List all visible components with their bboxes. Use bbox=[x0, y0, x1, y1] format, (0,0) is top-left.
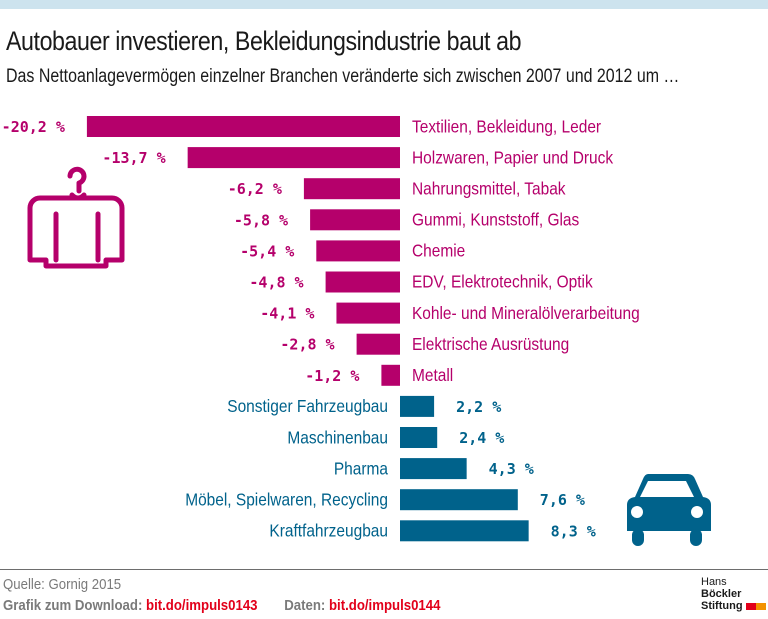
category-label: Chemie bbox=[412, 241, 465, 261]
category-label: Kraftfahrzeugbau bbox=[269, 520, 388, 540]
download-label: Grafik zum Download: bbox=[3, 597, 143, 614]
value-label: -2,8 % bbox=[280, 336, 334, 354]
value-label: 2,4 % bbox=[459, 429, 504, 447]
value-label: -13,7 % bbox=[102, 149, 165, 167]
value-label: 2,2 % bbox=[456, 398, 501, 416]
category-label: Metall bbox=[412, 365, 453, 385]
data-link[interactable]: bit.do/impuls0144 bbox=[328, 597, 441, 614]
logo-text-boeckler: Böckler bbox=[701, 588, 742, 600]
bar-row: Kohle- und Mineralölverarbeitung -4,1 % bbox=[260, 302, 640, 324]
bar-row: Kraftfahrzeugbau 8,3 % bbox=[269, 520, 596, 542]
bar bbox=[316, 240, 400, 262]
car-icon bbox=[627, 474, 711, 546]
category-label: Gummi, Kunststoff, Glas bbox=[412, 209, 579, 229]
bars-layer: Textilien, Bekleidung, Leder -20,2 % Holzw… bbox=[2, 116, 640, 542]
bar-row: Nahrungsmittel, Tabak -6,2 % bbox=[228, 178, 566, 200]
bar-row: Metall -1,2 % bbox=[305, 364, 453, 386]
value-label: 4,3 % bbox=[489, 460, 534, 478]
footer-divider bbox=[0, 569, 768, 570]
chart-title: Autobauer investieren, Bekleidungsindust… bbox=[6, 26, 522, 56]
bar-chart: Textilien, Bekleidung, Leder -20,2 % Holzw… bbox=[2, 116, 711, 546]
download-line: Grafik zum Download: bit.do/impuls0143 D… bbox=[3, 597, 440, 614]
hans-boeckler-stiftung-logo: Hans Böckler Stiftung bbox=[701, 576, 768, 612]
bar bbox=[187, 147, 400, 169]
bar-row: Möbel, Spielwaren, Recycling 7,6 % bbox=[185, 489, 585, 511]
bar bbox=[310, 209, 400, 231]
logo-red-square bbox=[745, 602, 756, 610]
top-accent-bar bbox=[0, 0, 768, 9]
download-link[interactable]: bit.do/impuls0143 bbox=[146, 597, 258, 614]
bar bbox=[400, 458, 467, 480]
bar-row: Textilien, Bekleidung, Leder -20,2 % bbox=[2, 116, 601, 137]
bar-row: Elektrische Ausrüstung -2,8 % bbox=[280, 333, 569, 355]
bar bbox=[86, 116, 401, 137]
bar bbox=[381, 364, 400, 386]
category-label: Pharma bbox=[334, 458, 389, 478]
category-label: EDV, Elektrotechnik, Optik bbox=[412, 272, 593, 292]
bar-row: Chemie -5,4 % bbox=[240, 240, 465, 262]
bar-row: Holzwaren, Papier und Druck -13,7 % bbox=[102, 147, 614, 169]
bar-row: Sonstiger Fahrzeugbau 2,2 % bbox=[227, 395, 501, 417]
bar bbox=[400, 427, 438, 448]
source-note: Quelle: Gornig 2015 bbox=[3, 576, 122, 593]
bar bbox=[356, 333, 400, 355]
chart-subtitle: Das Nettoanlagevermögen einzelner Branch… bbox=[6, 66, 680, 87]
category-label: Nahrungsmittel, Tabak bbox=[412, 178, 566, 198]
value-label: -20,2 % bbox=[2, 118, 65, 136]
bar bbox=[325, 271, 400, 293]
category-label: Maschinenbau bbox=[287, 427, 388, 447]
logo-text-hans: Hans bbox=[701, 576, 727, 588]
category-label: Kohle- und Mineralölverarbeitung bbox=[412, 303, 640, 323]
category-label: Elektrische Ausrüstung bbox=[412, 334, 569, 354]
category-label: Möbel, Spielwaren, Recycling bbox=[185, 489, 388, 509]
logo-orange-square bbox=[755, 602, 766, 610]
value-label: -1,2 % bbox=[305, 367, 359, 385]
logo-text-stiftung: Stiftung bbox=[701, 600, 743, 612]
bar-row: Pharma 4,3 % bbox=[334, 458, 534, 480]
data-label: Daten: bbox=[284, 597, 326, 614]
value-label: -5,4 % bbox=[240, 242, 294, 260]
value-label: -6,2 % bbox=[228, 180, 282, 198]
value-label: -4,1 % bbox=[260, 305, 314, 323]
bar bbox=[336, 302, 400, 324]
value-label: 8,3 % bbox=[551, 522, 596, 540]
value-label: -5,8 % bbox=[234, 211, 288, 229]
value-label: 7,6 % bbox=[540, 491, 585, 509]
bar bbox=[303, 178, 400, 200]
bar bbox=[400, 520, 529, 542]
bar bbox=[400, 395, 435, 417]
clothes-hanger-sweater-icon bbox=[27, 166, 125, 269]
bar bbox=[400, 489, 518, 511]
category-label: Holzwaren, Papier und Druck bbox=[412, 147, 614, 167]
bar-row: Gummi, Kunststoff, Glas -5,8 % bbox=[234, 209, 579, 231]
bar-row: Maschinenbau 2,4 % bbox=[287, 427, 504, 448]
value-label: -4,8 % bbox=[249, 274, 303, 292]
category-label: Sonstiger Fahrzeugbau bbox=[227, 396, 388, 416]
bar-row: EDV, Elektrotechnik, Optik -4,8 % bbox=[249, 271, 593, 293]
category-label: Textilien, Bekleidung, Leder bbox=[412, 116, 601, 136]
